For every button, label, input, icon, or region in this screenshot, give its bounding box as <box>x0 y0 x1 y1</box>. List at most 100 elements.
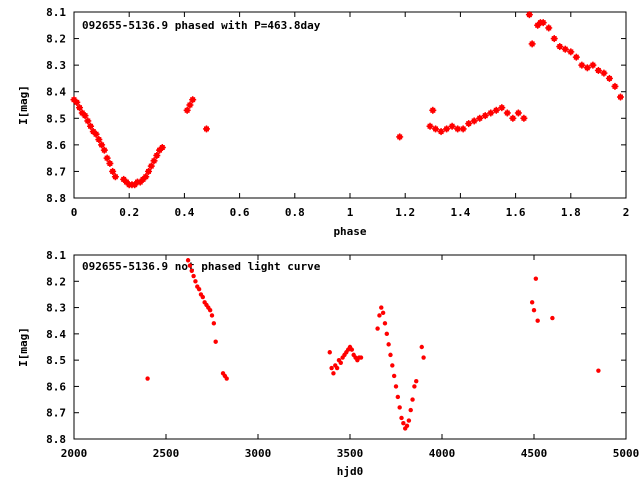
data-point <box>209 313 215 318</box>
data-point <box>145 376 150 381</box>
data-points-top <box>70 11 624 189</box>
data-point <box>331 371 336 376</box>
y-tick-label: 8.1 <box>46 6 66 19</box>
data-point <box>224 376 229 381</box>
data-point <box>211 321 217 326</box>
y-tick-label: 8.4 <box>46 328 66 341</box>
data-point <box>153 151 161 159</box>
y-tick-label: 8.2 <box>46 275 66 288</box>
data-point <box>111 173 119 181</box>
data-point <box>185 258 191 263</box>
data-point <box>189 268 194 273</box>
chart-title-bottom: 092655-5136.9 not phased light curve <box>82 260 321 273</box>
unphased-light-curve-panel: 092655-5136.9 not phased light curve hjd… <box>17 249 639 478</box>
data-point <box>437 128 445 136</box>
data-point <box>533 276 539 281</box>
tick-layer-top: 0 0.2 0.4 0.6 0.8 1 1.2 1.4 1.6 1.8 2 8.1 8.2 8.3 8.4 8… <box>46 6 629 219</box>
plot-frame-top <box>73 11 627 199</box>
data-point <box>410 397 415 402</box>
data-point <box>572 53 580 61</box>
data-point <box>412 384 417 389</box>
data-point <box>396 133 404 141</box>
data-point <box>397 405 402 410</box>
data-point <box>207 308 213 313</box>
data-point <box>379 305 384 310</box>
chart-title-top: 092655-5136.9 phased with P=463.8day <box>82 19 321 32</box>
data-point <box>327 350 332 355</box>
x-tick-label: 2500 <box>153 447 180 460</box>
y-tick-label: 8.6 <box>46 139 66 152</box>
data-point <box>382 321 388 326</box>
data-point <box>399 415 404 421</box>
data-point <box>509 114 517 122</box>
x-tick-label: 5000 <box>613 447 640 460</box>
data-point <box>600 69 608 77</box>
x-tick-label: 1.6 <box>506 206 526 219</box>
y-tick-label: 8.3 <box>46 59 66 72</box>
data-point <box>391 373 397 379</box>
x-tick-label: 0.4 <box>174 206 194 219</box>
x-tick-label: 2000 <box>61 447 88 460</box>
x-tick-label: 1.4 <box>450 206 470 219</box>
x-tick-label: 0.6 <box>230 206 250 219</box>
data-point <box>193 279 198 284</box>
data-point <box>189 96 197 104</box>
y-axis-label-top: I[mag] <box>17 85 30 125</box>
data-point <box>567 48 575 56</box>
x-axis-label-bottom: hjd0 <box>337 465 364 478</box>
data-point <box>514 109 522 117</box>
data-point <box>470 117 478 125</box>
data-point <box>183 106 191 114</box>
data-point <box>187 263 193 268</box>
data-point <box>535 318 540 323</box>
data-point <box>338 360 343 365</box>
data-point <box>202 125 210 133</box>
data-point <box>525 11 533 19</box>
x-tick-label: 2 <box>623 206 630 219</box>
data-point <box>84 117 92 125</box>
y-axis-label-bottom: I[mag] <box>17 327 30 367</box>
y-tick-label: 8.8 <box>46 192 66 205</box>
x-tick-label: 0 <box>71 206 78 219</box>
data-point <box>561 45 569 53</box>
data-point <box>498 104 506 112</box>
data-point <box>386 342 391 347</box>
data-point <box>492 106 500 114</box>
tick-layer-bottom: 2000 2500 3000 3500 4000 4500 5000 8.1 8.2 8.3 8.4… <box>46 249 639 460</box>
data-point <box>100 146 108 154</box>
data-point <box>380 310 386 316</box>
data-point <box>520 114 528 122</box>
data-point <box>556 43 564 51</box>
data-point <box>103 154 111 162</box>
data-point <box>98 141 106 149</box>
x-tick-label: 1.2 <box>395 206 415 219</box>
data-point <box>406 418 412 423</box>
data-point <box>158 144 166 152</box>
y-tick-label: 8.8 <box>46 433 66 446</box>
data-point <box>616 93 624 101</box>
data-point <box>529 300 535 305</box>
data-point <box>426 122 434 130</box>
data-point <box>459 125 467 133</box>
data-point <box>404 423 410 429</box>
data-point <box>395 394 401 400</box>
data-point <box>448 122 456 130</box>
data-point <box>414 378 419 384</box>
x-tick-label: 3500 <box>337 447 364 460</box>
x-tick-label: 3000 <box>245 447 272 460</box>
data-point <box>487 109 495 117</box>
data-point <box>334 365 340 371</box>
data-point <box>429 106 437 114</box>
data-point <box>147 162 155 170</box>
data-point <box>81 112 89 120</box>
data-point <box>401 421 406 426</box>
data-point <box>145 167 153 175</box>
y-tick-label: 8.7 <box>46 407 66 420</box>
data-point <box>390 363 395 368</box>
data-point <box>528 40 536 48</box>
data-point <box>95 136 103 144</box>
data-point <box>393 384 399 389</box>
data-point <box>150 157 158 165</box>
x-tick-label: 0.8 <box>285 206 305 219</box>
